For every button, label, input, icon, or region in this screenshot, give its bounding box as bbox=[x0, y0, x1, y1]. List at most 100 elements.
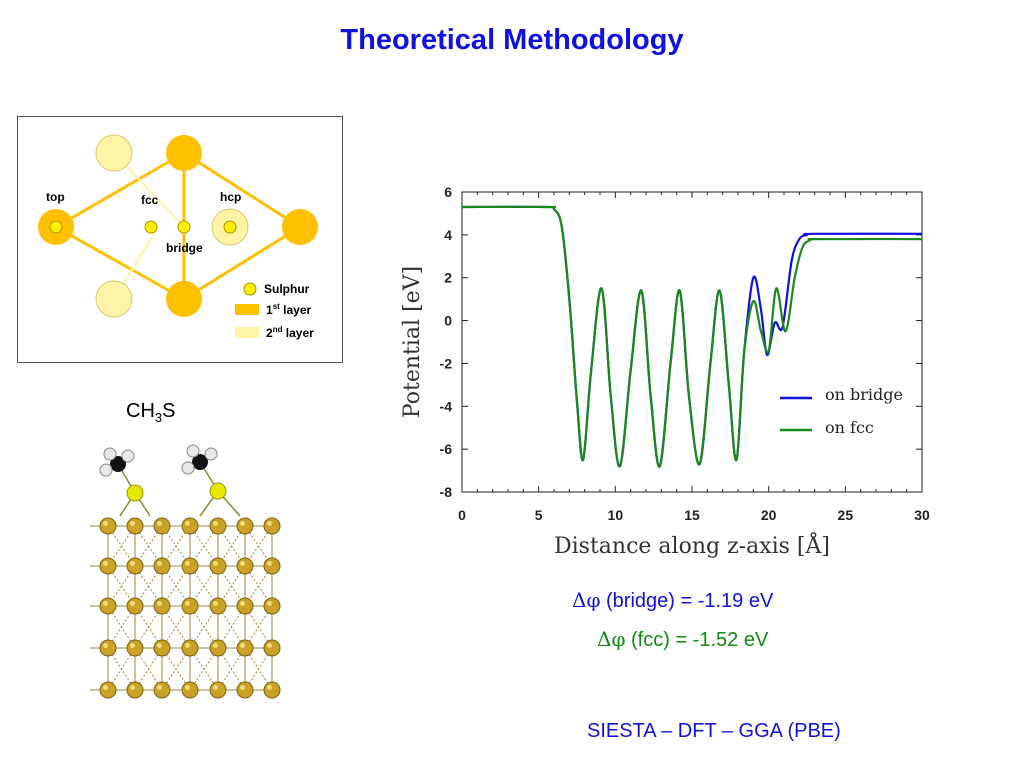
gold-atom-highlight bbox=[213, 643, 218, 648]
sites-svg: top fcc hcp bridge Sulphur 1st layer 2nd… bbox=[38, 134, 318, 340]
y-axis-label: Potential [eV] bbox=[400, 266, 425, 418]
gold-atom bbox=[263, 557, 281, 575]
x-tick-label: 15 bbox=[684, 507, 700, 523]
legend-label-bridge: on bridge bbox=[825, 385, 903, 404]
gold-atom bbox=[263, 681, 281, 699]
legend-label-fcc: on fcc bbox=[825, 418, 874, 437]
gold-atom-highlight bbox=[267, 601, 272, 606]
x-tick-label: 10 bbox=[608, 507, 624, 523]
gold-atom bbox=[126, 597, 144, 615]
gold-atom-highlight bbox=[213, 601, 218, 606]
gold-atom bbox=[99, 681, 117, 699]
axis-ticks: 0 5 10 15 20 25 30 -8 -6 -4 -2 0 2 4 6 bbox=[440, 184, 930, 523]
gold-atom-highlight bbox=[240, 601, 245, 606]
gold-atom-highlight bbox=[130, 601, 135, 606]
gold-atom bbox=[126, 557, 144, 575]
gold-atom bbox=[236, 557, 254, 575]
gold-atom-highlight bbox=[157, 643, 162, 648]
hydrogen-atom bbox=[99, 463, 113, 477]
plot-frame bbox=[461, 191, 923, 493]
label-top: top bbox=[46, 190, 65, 204]
sulphur-atom bbox=[126, 484, 144, 502]
edge-lower-top bbox=[55, 225, 185, 301]
hydrogen-atom bbox=[121, 449, 135, 463]
gold-atom bbox=[209, 597, 227, 615]
gold-atom-highlight bbox=[267, 643, 272, 648]
edge-upper-hcp bbox=[183, 151, 301, 229]
hydrogen-atom bbox=[186, 444, 200, 458]
edge-top-upper bbox=[55, 151, 185, 229]
gold-atom-highlight bbox=[267, 685, 272, 690]
hydrogen-atom bbox=[204, 447, 218, 461]
gold-atom bbox=[99, 597, 117, 615]
gold-atom-highlight bbox=[267, 561, 272, 566]
gold-atom bbox=[236, 681, 254, 699]
gold-atom bbox=[126, 639, 144, 657]
adsorption-sites-diagram: top fcc hcp bridge Sulphur 1st layer 2nd… bbox=[17, 116, 343, 363]
second-layer-atom bbox=[95, 280, 133, 318]
series-line-fcc bbox=[461, 205, 923, 468]
carbon-atom bbox=[192, 454, 208, 470]
gold-atom-highlight bbox=[240, 643, 245, 648]
x-tick-label: 5 bbox=[535, 507, 543, 523]
hydrogen-atom bbox=[181, 461, 195, 475]
gold-atom-highlight bbox=[103, 601, 108, 606]
first-layer-atom bbox=[166, 135, 202, 171]
gold-atom-highlight bbox=[157, 561, 162, 566]
legend-layer1-swatch bbox=[235, 304, 259, 315]
gold-atom-highlight bbox=[157, 521, 162, 526]
legend-layer2-swatch bbox=[235, 327, 259, 338]
gold-atom bbox=[153, 557, 171, 575]
gold-atom bbox=[153, 517, 171, 535]
gold-atom bbox=[236, 597, 254, 615]
x-axis-label: Distance along z-axis [Å] bbox=[554, 531, 830, 559]
first-layer-atom bbox=[282, 209, 318, 245]
gold-atom bbox=[181, 681, 199, 699]
gold-atom bbox=[181, 597, 199, 615]
gold-atom bbox=[153, 597, 171, 615]
legend-sulphur-label: Sulphur bbox=[264, 282, 310, 296]
y-tick-label: -8 bbox=[440, 484, 453, 500]
gold-atom-highlight bbox=[213, 685, 218, 690]
y-tick-label: -2 bbox=[440, 355, 453, 371]
y-tick-label: 0 bbox=[444, 313, 452, 329]
gold-atom bbox=[209, 639, 227, 657]
gold-atom-highlight bbox=[103, 561, 108, 566]
gold-atom-highlight bbox=[103, 521, 108, 526]
equation-fcc: Δφ (fcc) = -1.52 eV bbox=[597, 627, 769, 651]
legend-sulphur-swatch bbox=[243, 282, 257, 296]
gold-atom bbox=[99, 517, 117, 535]
sulphur-hcp bbox=[223, 220, 237, 234]
gold-atom-highlight bbox=[130, 643, 135, 648]
gold-atom-highlight bbox=[130, 521, 135, 526]
gold-atom-highlight bbox=[130, 561, 135, 566]
legend-layer2-label: 2nd layer bbox=[266, 325, 314, 340]
sulphur-top bbox=[49, 220, 63, 234]
y-tick-label: 4 bbox=[444, 227, 452, 243]
gold-atom bbox=[263, 639, 281, 657]
gold-atom-highlight bbox=[267, 521, 272, 526]
slab-atoms bbox=[99, 517, 281, 699]
gold-atom bbox=[126, 681, 144, 699]
y-tick-label: 6 bbox=[444, 184, 452, 200]
chart-legend: on bridge on fcc bbox=[780, 385, 903, 437]
gold-atom bbox=[209, 517, 227, 535]
gold-atom-highlight bbox=[157, 685, 162, 690]
gold-atom-highlight bbox=[130, 685, 135, 690]
methylthiolate-1 bbox=[99, 447, 144, 502]
gold-atom-highlight bbox=[157, 601, 162, 606]
gold-atom bbox=[209, 681, 227, 699]
x-tick-label: 0 bbox=[458, 507, 466, 523]
molecule-label: CH3S bbox=[126, 400, 176, 425]
edge-hcp-lower bbox=[183, 225, 301, 301]
gold-atom-highlight bbox=[185, 601, 190, 606]
gold-atom-highlight bbox=[240, 561, 245, 566]
label-bridge: bridge bbox=[166, 241, 203, 255]
gold-atom-highlight bbox=[185, 685, 190, 690]
x-tick-label: 30 bbox=[914, 507, 930, 523]
gold-atom bbox=[99, 557, 117, 575]
label-hcp: hcp bbox=[220, 190, 241, 204]
slab-illustration bbox=[90, 444, 281, 699]
method-label: SIESTA – DFT – GGA (PBE) bbox=[587, 720, 841, 742]
gold-atom bbox=[263, 597, 281, 615]
